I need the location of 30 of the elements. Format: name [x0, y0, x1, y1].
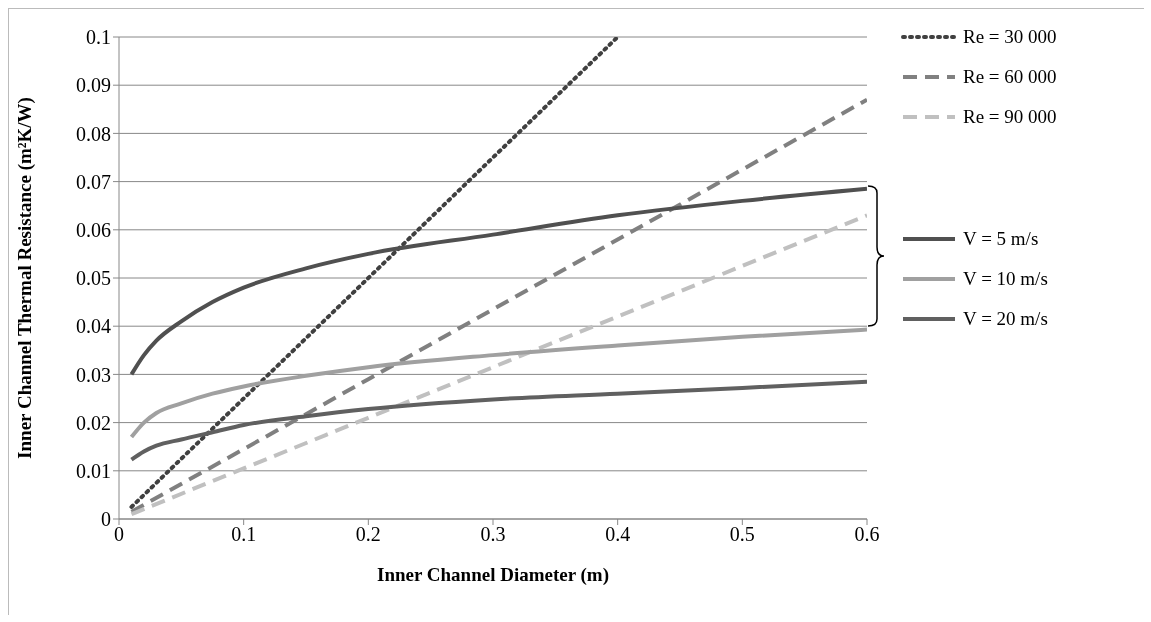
x-tick-label: 0.1 [231, 523, 257, 546]
legend-label: Re = 60 000 [963, 66, 1057, 88]
y-tick-label: 0 [101, 508, 111, 531]
y-tick-label: 0.08 [76, 122, 111, 145]
y-tick-label: 0.09 [76, 74, 111, 97]
legend-label: Re = 30 000 [963, 26, 1057, 48]
y-tick-label: 0.01 [76, 459, 111, 482]
y-tick-label: 0.04 [76, 315, 111, 338]
y-tick-label: 0.06 [76, 218, 111, 241]
x-tick-label: 0.4 [605, 523, 631, 546]
x-tick-label: 0.6 [854, 523, 880, 546]
line-series [129, 213, 867, 517]
line-series [129, 37, 620, 509]
x-tick-label: 0.3 [480, 523, 506, 546]
legend-label: V = 20 m/s [963, 308, 1048, 330]
y-tick-label: 0.02 [76, 411, 111, 434]
x-axis-title: Inner Channel Diameter (m) [376, 564, 610, 586]
y-tick-label: 0.1 [86, 26, 111, 49]
y-tick-label: 0.07 [76, 170, 111, 193]
legend-label: V = 5 m/s [963, 228, 1039, 250]
y-tick-label: 0.05 [76, 267, 111, 290]
legend-label: Re = 90 000 [963, 106, 1057, 128]
y-tick-label: 0.03 [76, 363, 111, 386]
line-series [129, 186, 867, 377]
y-axis-title: Inner Channel Thermal Resistance (m²K/W) [13, 97, 36, 459]
line-series [129, 327, 867, 440]
x-tick-label: 0.2 [355, 523, 381, 546]
line-series [129, 379, 867, 462]
x-tick-label: 0.5 [729, 523, 755, 546]
legend-label: V = 10 m/s [963, 268, 1048, 290]
